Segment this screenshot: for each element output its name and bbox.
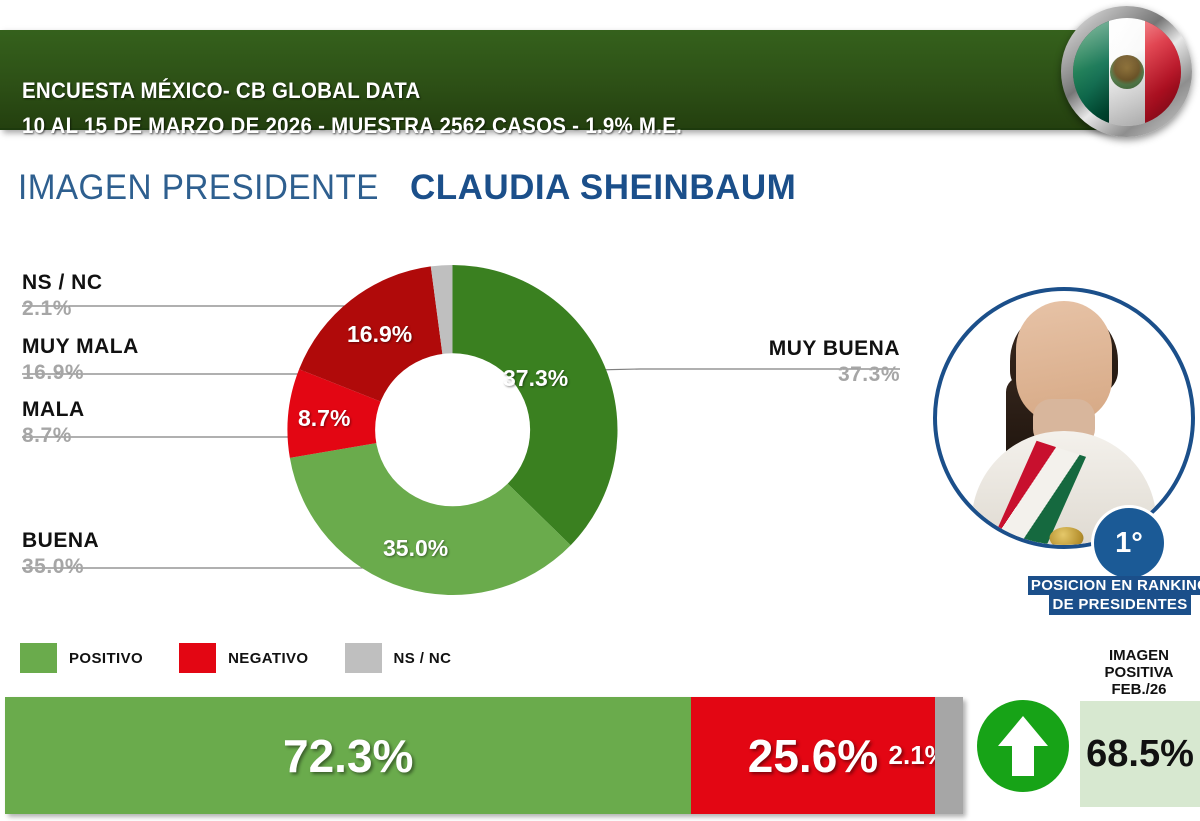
donut-label-mala: 8.7% [298, 405, 351, 431]
page-title-light: IMAGEN PRESIDENTE [18, 168, 379, 207]
ranking-position-badge: 1° [1094, 508, 1164, 578]
legend-item-negativo: NEGATIVO [179, 643, 308, 673]
flag-stripe-red [1144, 17, 1181, 126]
legend-item-positivo: POSITIVO [20, 643, 143, 673]
legend-label-positivo: POSITIVO [69, 649, 144, 667]
page-title: IMAGEN PRESIDENTE CLAUDIA SHEINBAUM [18, 168, 796, 208]
header-title-line2: 10 AL 15 DE MARZO DE 2026 - MUESTRA 2562… [22, 113, 683, 138]
label-muy-buena: MUY BUENA 37.3% [700, 337, 900, 387]
legend-swatch-positivo [20, 643, 57, 673]
donut-label-buena: 35.0% [383, 535, 449, 561]
donut-slice [289, 430, 571, 595]
eagle-emblem-icon [1109, 54, 1144, 89]
label-muy-buena-value: 37.3% [837, 363, 900, 387]
label-mala-name: MALA [22, 398, 85, 421]
legend-swatch-nsnc [344, 643, 382, 673]
label-ns-nc-value: 2.1% [22, 297, 72, 321]
legend-item-nsnc: NS / NC [344, 643, 452, 673]
label-muy-mala-value: 16.9% [22, 361, 85, 385]
chart-legend: POSITIVO NEGATIVO NS / NC [20, 643, 487, 673]
sash-medal-icon [1049, 527, 1084, 545]
label-buena: BUENA 35.0% [22, 529, 100, 579]
header-title-line1: ENCUESTA MÉXICO- CB GLOBAL DATA [22, 78, 421, 103]
positive-image-caption: IMAGEN POSITIVA FEB./26 [1080, 647, 1198, 698]
summary-bar-negative: 25.6% 2.1% [691, 697, 948, 814]
summary-bar-nsnc [934, 697, 963, 814]
ranking-caption: POSICION EN RANKING DE PRESIDENTES [1020, 576, 1200, 615]
president-portrait [933, 287, 1195, 549]
summary-bar: 72.3% 25.6% 2.1% [5, 697, 963, 814]
header-band: ENCUESTA MÉXICO- CB GLOBAL DATA 10 AL 15… [0, 30, 1115, 138]
positive-image-caption-line1: IMAGEN [1109, 647, 1169, 664]
flag-stripe-white [1108, 17, 1145, 126]
donut-slice [452, 265, 618, 546]
legend-swatch-negativo [179, 643, 217, 673]
mexico-flag-icon [1061, 6, 1192, 137]
label-muy-mala-name: MUY MALA [22, 335, 139, 358]
page-title-bold: CLAUDIA SHEINBAUM [409, 168, 797, 207]
ranking-caption-line2: DE PRESIDENTES [1049, 595, 1191, 615]
legend-label-nsnc: NS / NC [393, 649, 452, 667]
donut-center-hole [374, 353, 531, 507]
positive-image-caption-line2: POSITIVA [1104, 663, 1174, 681]
flag-inner [1072, 17, 1181, 126]
label-buena-name: BUENA [22, 529, 100, 552]
ranking-caption-line1: POSICION EN RANKING [1027, 576, 1200, 596]
positive-image-value: 68.5% [1086, 732, 1194, 775]
donut-label-muy-buena: 37.3% [503, 365, 569, 391]
summary-bar-positive-value: 72.3% [283, 729, 414, 782]
label-muy-buena-name: MUY BUENA [768, 337, 900, 360]
label-mala-value: 8.7% [22, 424, 72, 448]
flag-stripe-green [1072, 17, 1109, 126]
positive-image-box: 68.5% [1080, 701, 1200, 807]
trend-indicator [977, 700, 1069, 792]
label-ns-nc: NS / NC 2.1% [22, 271, 103, 321]
label-muy-mala: MUY MALA 16.9% [22, 335, 139, 385]
positive-image-caption-line3: FEB./26 [1111, 680, 1167, 698]
label-buena-value: 35.0% [22, 555, 85, 579]
label-ns-nc-name: NS / NC [22, 271, 103, 294]
label-mala: MALA 8.7% [22, 398, 85, 448]
donut-label-muy-mala: 16.9% [347, 321, 413, 347]
donut-chart: 37.3% 35.0% 8.7% 16.9% [285, 265, 620, 595]
summary-bar-negative-value: 25.6% [747, 729, 879, 782]
legend-label-negativo: NEGATIVO [228, 649, 309, 667]
summary-bar-positive: 72.3% [5, 697, 692, 814]
